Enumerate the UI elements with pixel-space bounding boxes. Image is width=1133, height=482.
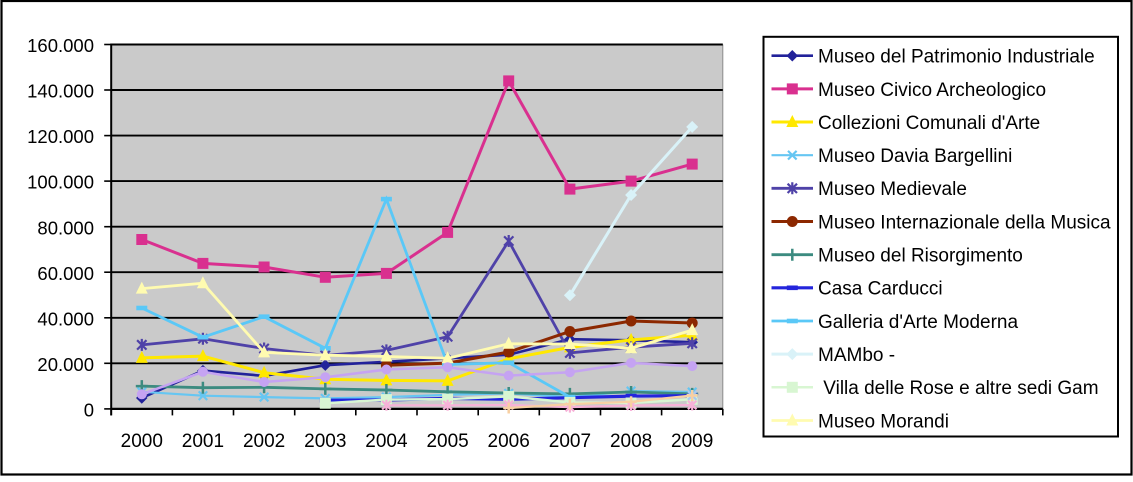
svg-text:2007: 2007 bbox=[549, 431, 591, 452]
svg-text:Collezioni Comunali d'Arte: Collezioni Comunali d'Arte bbox=[818, 113, 1040, 134]
svg-text:0: 0 bbox=[84, 400, 94, 421]
svg-text:Museo Internazionale della Mus: Museo Internazionale della Musica bbox=[818, 212, 1111, 233]
svg-text:Museo Morandi: Museo Morandi bbox=[818, 411, 949, 432]
svg-text:Museo Davia Bargellini: Museo Davia Bargellini bbox=[818, 146, 1012, 167]
svg-text:Museo del Patrimonio Industria: Museo del Patrimonio Industriale bbox=[818, 47, 1095, 68]
svg-text:Museo Civico Archeologico: Museo Civico Archeologico bbox=[818, 80, 1046, 101]
svg-text:2003: 2003 bbox=[304, 431, 346, 452]
svg-text:80.000: 80.000 bbox=[37, 217, 94, 238]
svg-text:2008: 2008 bbox=[610, 431, 652, 452]
svg-text:2000: 2000 bbox=[121, 431, 163, 452]
svg-text:60.000: 60.000 bbox=[37, 263, 94, 284]
svg-text:2006: 2006 bbox=[488, 431, 530, 452]
svg-text:40.000: 40.000 bbox=[37, 308, 94, 329]
svg-text:160.000: 160.000 bbox=[27, 35, 94, 56]
svg-text:2001: 2001 bbox=[182, 431, 224, 452]
svg-text:2009: 2009 bbox=[671, 431, 713, 452]
svg-text:120.000: 120.000 bbox=[27, 126, 94, 147]
svg-text:2002: 2002 bbox=[243, 431, 285, 452]
svg-text:Casa Carducci: Casa Carducci bbox=[818, 279, 943, 300]
svg-text:MAMbo -: MAMbo - bbox=[818, 345, 895, 366]
svg-text:Museo Medievale: Museo Medievale bbox=[818, 179, 967, 200]
svg-text:140.000: 140.000 bbox=[27, 81, 94, 102]
svg-text:Villa delle Rose e altre sedi: Villa delle Rose e altre sedi Gam bbox=[818, 378, 1099, 399]
svg-text:Galleria d'Arte Moderna: Galleria d'Arte Moderna bbox=[818, 312, 1018, 333]
svg-text:2005: 2005 bbox=[426, 431, 468, 452]
svg-text:Museo del Risorgimento: Museo del Risorgimento bbox=[818, 246, 1023, 267]
svg-text:100.000: 100.000 bbox=[27, 172, 94, 193]
svg-text:2004: 2004 bbox=[365, 431, 408, 452]
svg-text:20.000: 20.000 bbox=[37, 354, 94, 375]
